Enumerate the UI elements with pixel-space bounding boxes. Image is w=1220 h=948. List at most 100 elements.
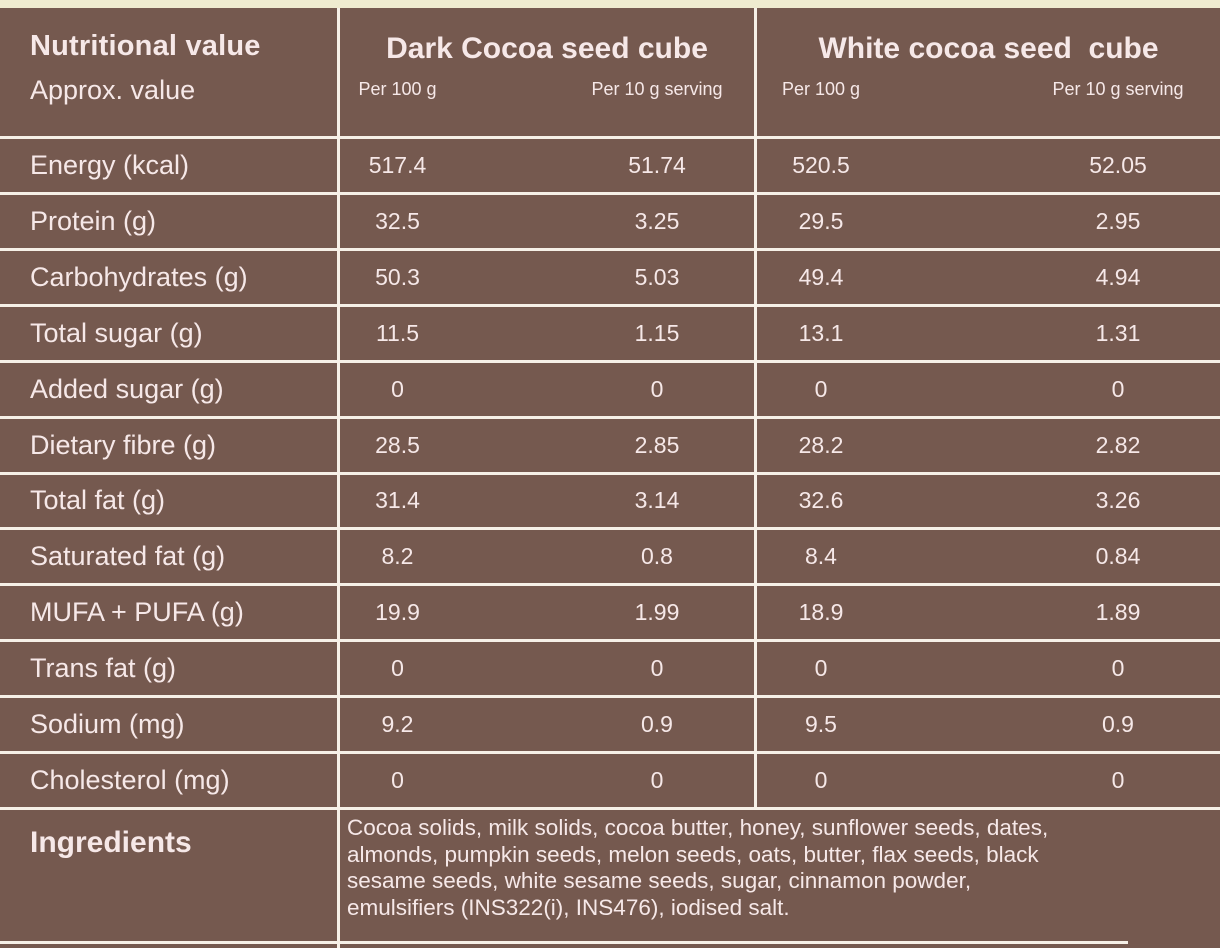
value-white-per-100g: 28.2 bbox=[798, 431, 844, 458]
value-white-per-100g: 13.1 bbox=[798, 319, 844, 346]
values-white: 49.4 4.94 bbox=[757, 251, 1220, 304]
ingredients-label-cell: Ingredients bbox=[0, 810, 340, 948]
values-dark: 517.4 51.74 bbox=[340, 139, 757, 192]
bottom-border-line bbox=[0, 941, 1128, 944]
value-dark-per-10g: 0 bbox=[650, 767, 664, 794]
value-dark-per-100g: 31.4 bbox=[375, 487, 420, 514]
row-label-cell: Trans fat (g) bbox=[0, 642, 340, 696]
value-white-per-10g: 0 bbox=[1111, 375, 1125, 402]
values-white: 29.5 2.95 bbox=[757, 195, 1220, 248]
row-label-cell: Saturated fat (g) bbox=[0, 530, 340, 584]
row-label-cell: Cholesterol (mg) bbox=[0, 754, 340, 808]
nutrient-name: Trans fat (g) bbox=[30, 653, 177, 684]
values-white: 0 0 bbox=[757, 754, 1220, 807]
row-label-cell: Protein (g) bbox=[0, 194, 340, 248]
values-dark: 11.5 1.15 bbox=[340, 306, 757, 360]
row-label-cell: Sodium (mg) bbox=[0, 698, 340, 752]
nutrient-name: Total fat (g) bbox=[30, 485, 166, 516]
nutrient-name: Carbohydrates (g) bbox=[30, 261, 248, 292]
value-dark-per-10g: 1.99 bbox=[634, 599, 680, 626]
value-dark-per-10g: 1.15 bbox=[634, 319, 680, 346]
values-dark: 8.2 0.8 bbox=[340, 530, 757, 584]
nutrient-rows: Energy (kcal) 517.4 51.74 520.5 52.05 Pr… bbox=[0, 136, 1220, 808]
product-subheader-dark: Per 100 g Per 10 g serving bbox=[340, 79, 754, 100]
table-row: Sodium (mg) 9.2 0.9 9.5 0.9 bbox=[0, 695, 1220, 752]
value-white-per-10g: 2.82 bbox=[1095, 431, 1141, 458]
table-header-row: Nutritional value Approx. value Dark Coc… bbox=[0, 8, 1220, 136]
row-label-cell: Total sugar (g) bbox=[0, 306, 340, 360]
nutrient-name: Sodium (mg) bbox=[30, 709, 185, 740]
value-white-per-100g: 29.5 bbox=[798, 207, 844, 234]
value-white-per-10g: 3.26 bbox=[1095, 487, 1141, 514]
nutrient-name: Total sugar (g) bbox=[30, 317, 203, 348]
value-dark-per-100g: 0 bbox=[391, 767, 404, 794]
table-row: Energy (kcal) 517.4 51.74 520.5 52.05 bbox=[0, 136, 1220, 192]
value-white-per-100g: 9.5 bbox=[805, 711, 837, 738]
per-100g-label: Per 100 g bbox=[358, 79, 437, 99]
value-white-per-10g: 52.05 bbox=[1089, 151, 1147, 178]
value-white-per-10g: 0 bbox=[1111, 655, 1125, 682]
value-white-per-100g: 49.4 bbox=[798, 263, 844, 290]
nutrient-name: Saturated fat (g) bbox=[30, 541, 226, 572]
nutrient-name: Dietary fibre (g) bbox=[30, 429, 217, 460]
values-dark: 31.4 3.14 bbox=[340, 474, 757, 528]
row-label-cell: Dietary fibre (g) bbox=[0, 418, 340, 472]
header-label-cell: Nutritional value Approx. value bbox=[0, 8, 340, 136]
value-white-per-10g: 1.31 bbox=[1095, 319, 1141, 346]
values-white: 8.4 0.84 bbox=[757, 530, 1220, 583]
row-label-cell: Added sugar (g) bbox=[0, 362, 340, 416]
row-label-cell: Energy (kcal) bbox=[0, 139, 340, 192]
table-row: Added sugar (g) 0 0 0 0 bbox=[0, 359, 1220, 416]
product-name-dark: Dark Cocoa seed cube bbox=[386, 32, 708, 65]
row-label-cell: Total fat (g) bbox=[0, 474, 340, 528]
product-header-dark: Dark Cocoa seed cube Per 100 g Per 10 g … bbox=[340, 8, 757, 136]
value-white-per-100g: 18.9 bbox=[798, 599, 844, 626]
values-white: 0 0 bbox=[757, 363, 1220, 416]
row-label-cell: Carbohydrates (g) bbox=[0, 250, 340, 304]
values-dark: 9.2 0.9 bbox=[340, 698, 757, 752]
table-row: Total fat (g) 31.4 3.14 32.6 3.26 bbox=[0, 471, 1220, 528]
value-dark-per-100g: 0 bbox=[391, 375, 404, 402]
value-dark-per-10g: 3.25 bbox=[634, 207, 680, 234]
value-dark-per-100g: 517.4 bbox=[368, 151, 427, 178]
value-dark-per-10g: 5.03 bbox=[634, 263, 680, 290]
per-10g-serving-label: Per 10 g serving bbox=[1052, 79, 1184, 99]
value-white-per-10g: 2.95 bbox=[1095, 207, 1141, 234]
value-dark-per-10g: 2.85 bbox=[634, 431, 680, 458]
value-white-per-10g: 0.9 bbox=[1102, 711, 1134, 738]
product-subheader-white: Per 100 g Per 10 g serving bbox=[757, 79, 1220, 100]
value-white-per-100g: 32.6 bbox=[798, 487, 844, 514]
values-white: 0 0 bbox=[757, 642, 1220, 695]
value-dark-per-100g: 32.5 bbox=[375, 207, 420, 234]
nutrient-name: Energy (kcal) bbox=[30, 149, 190, 180]
nutrient-name: Protein (g) bbox=[30, 205, 157, 236]
table-row: Trans fat (g) 0 0 0 0 bbox=[0, 639, 1220, 696]
product-name-white: White cocoa seed cube bbox=[818, 32, 1159, 65]
value-white-per-10g: 4.94 bbox=[1095, 263, 1141, 290]
values-dark: 28.5 2.85 bbox=[340, 418, 757, 472]
value-dark-per-100g: 9.2 bbox=[381, 711, 414, 738]
value-dark-per-10g: 0 bbox=[650, 375, 664, 402]
table-row: Cholesterol (mg) 0 0 0 0 bbox=[0, 751, 1220, 808]
ingredients-label: Ingredients bbox=[30, 826, 192, 859]
values-dark: 19.9 1.99 bbox=[340, 586, 757, 640]
values-white: 18.9 1.89 bbox=[757, 586, 1220, 639]
product-header-white: White cocoa seed cube Per 100 g Per 10 g… bbox=[757, 8, 1220, 136]
value-dark-per-10g: 0.9 bbox=[641, 711, 673, 738]
value-white-per-100g: 0 bbox=[814, 767, 828, 794]
ingredients-row: Ingredients Cocoa solids, milk solids, c… bbox=[0, 807, 1220, 948]
value-white-per-10g: 0.84 bbox=[1095, 543, 1141, 570]
table-row: Saturated fat (g) 8.2 0.8 8.4 0.84 bbox=[0, 527, 1220, 584]
values-white: 520.5 52.05 bbox=[757, 139, 1220, 192]
per-100g-label: Per 100 g bbox=[781, 79, 861, 99]
values-dark: 0 0 bbox=[340, 362, 757, 416]
row-label-cell: MUFA + PUFA (g) bbox=[0, 586, 340, 640]
value-white-per-100g: 0 bbox=[814, 655, 828, 682]
values-white: 28.2 2.82 bbox=[757, 419, 1220, 472]
nutrient-name: Added sugar (g) bbox=[30, 373, 224, 404]
value-dark-per-10g: 0 bbox=[650, 655, 664, 682]
top-stripe bbox=[0, 0, 1220, 8]
values-white: 9.5 0.9 bbox=[757, 698, 1220, 751]
value-white-per-100g: 8.4 bbox=[805, 543, 837, 570]
